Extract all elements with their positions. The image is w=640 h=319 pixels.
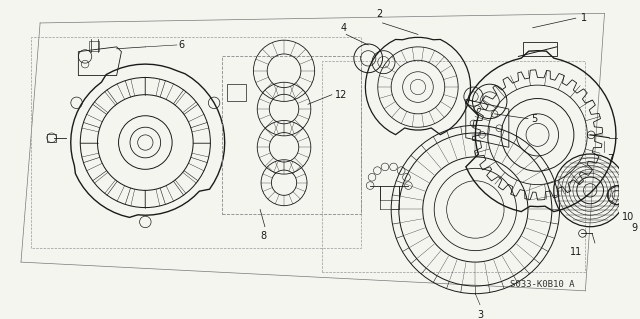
Text: 7: 7 [607,154,614,164]
Text: 12: 12 [335,90,347,100]
Bar [89,41,99,51]
Text: 2: 2 [376,9,383,19]
Text: 5: 5 [531,114,537,124]
Text: 4: 4 [340,23,346,33]
Text: 3: 3 [477,310,483,319]
Text: 1: 1 [580,13,587,23]
Bar [227,84,246,101]
Text: 6: 6 [179,40,185,50]
Text: 11: 11 [570,247,582,257]
Bar [523,42,557,56]
Text: S033-K0B10 A: S033-K0B10 A [510,280,575,289]
Bar [222,56,360,214]
Text: 9: 9 [631,223,637,233]
Text: 8: 8 [260,231,266,241]
Text: 10: 10 [622,212,634,222]
Bar [47,134,56,142]
